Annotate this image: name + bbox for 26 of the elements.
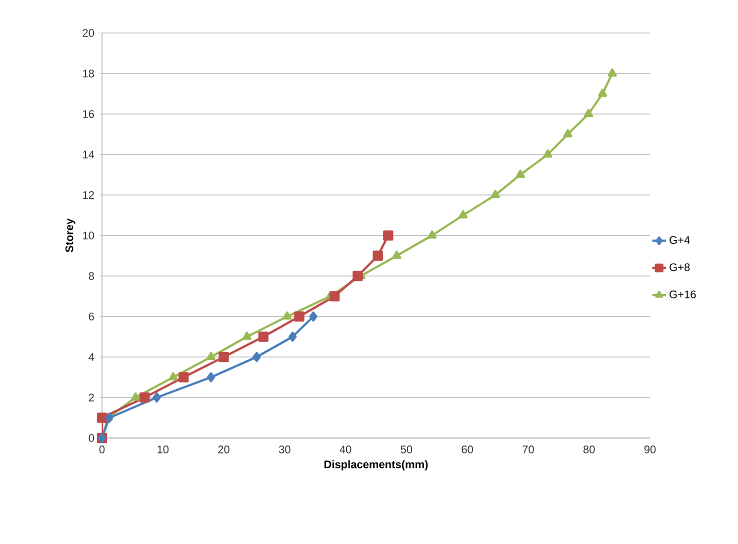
y-tick-label: 20 <box>82 29 94 37</box>
legend-label: G+16 <box>670 290 696 298</box>
x-tick-label: 10 <box>158 446 169 454</box>
y-tick-label: 18 <box>83 70 94 78</box>
x-tick-label: 30 <box>278 446 290 454</box>
x-tick-label: 0 <box>99 446 105 454</box>
x-tick-label: 90 <box>644 446 656 454</box>
x-tick-label: 70 <box>522 446 534 454</box>
x-tick-label: 60 <box>462 446 474 454</box>
y-tick-label: 12 <box>83 191 94 199</box>
x-tick-label: 20 <box>218 446 230 454</box>
x-axis-title: Displacements(mm) <box>324 460 428 470</box>
legend-label: G+8 <box>670 263 690 272</box>
y-tick-label: 14 <box>83 150 94 158</box>
x-tick-label: 40 <box>340 446 352 454</box>
y-tick-label: 4 <box>88 353 94 361</box>
legend-label: G+4 <box>670 236 690 244</box>
y-tick-label: 2 <box>88 394 94 402</box>
y-tick-label: 8 <box>88 272 94 280</box>
y-tick-label: 16 <box>83 110 94 118</box>
y-tick-label: 10 <box>83 232 94 240</box>
x-tick-label: 80 <box>583 446 595 454</box>
y-axis-title: Storey <box>65 218 76 252</box>
x-tick-label: 50 <box>400 446 412 454</box>
y-tick-label: 6 <box>88 312 94 320</box>
y-tick-label: 0 <box>88 434 94 442</box>
